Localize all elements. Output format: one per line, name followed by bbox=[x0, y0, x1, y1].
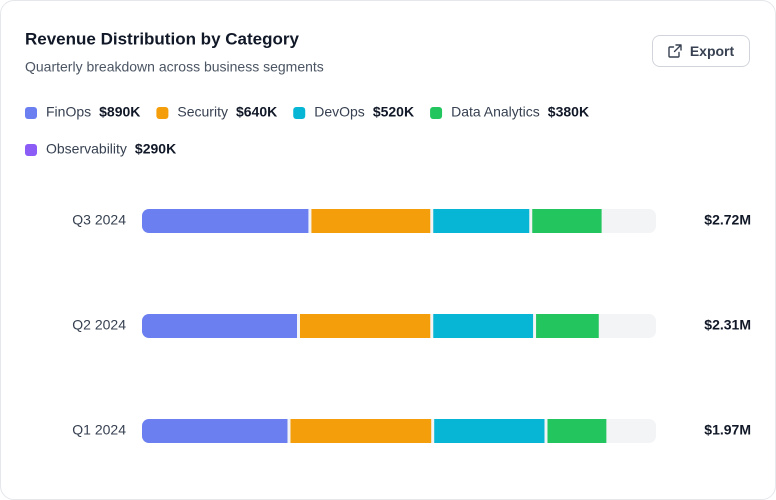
bar-segment bbox=[290, 419, 432, 443]
bar-row bbox=[142, 419, 607, 443]
total-label: $2.31M bbox=[704, 317, 751, 333]
legend-name: Data Analytics bbox=[451, 104, 540, 120]
legend-value: $380K bbox=[548, 104, 589, 120]
bar-segment bbox=[142, 209, 309, 233]
category-label: Q3 2024 bbox=[72, 212, 126, 228]
legend-name: DevOps bbox=[314, 104, 365, 120]
category-label: Q1 2024 bbox=[72, 422, 126, 438]
legend-value: $290K bbox=[135, 141, 176, 157]
bar-row bbox=[142, 314, 599, 338]
export-icon bbox=[668, 44, 682, 58]
legend-name: Observability bbox=[46, 141, 127, 157]
bar-segment bbox=[142, 419, 288, 443]
chart-subtitle: Quarterly breakdown across business segm… bbox=[25, 59, 324, 75]
bar-segment bbox=[433, 314, 534, 338]
bar-segment bbox=[142, 314, 298, 338]
legend-value: $520K bbox=[373, 104, 414, 120]
legend-name: Security bbox=[177, 104, 228, 120]
export-button[interactable]: Export bbox=[652, 35, 750, 67]
bar-segment bbox=[300, 314, 431, 338]
bar-segment bbox=[532, 209, 602, 233]
category-label: Q2 2024 bbox=[72, 317, 126, 333]
legend-name: FinOps bbox=[46, 104, 91, 120]
total-label: $1.97M bbox=[704, 422, 751, 438]
legend-swatch bbox=[25, 107, 37, 119]
legend-value: $890K bbox=[99, 104, 140, 120]
legend-swatch bbox=[430, 107, 443, 119]
chart-title: Revenue Distribution by Category bbox=[25, 29, 299, 48]
legend-swatch bbox=[156, 107, 169, 119]
bar-segment bbox=[547, 419, 607, 443]
bar-segment bbox=[311, 209, 431, 233]
bar-segment bbox=[433, 209, 530, 233]
legend-swatch bbox=[293, 107, 306, 119]
bar-segment bbox=[434, 419, 545, 443]
bar-row bbox=[142, 209, 602, 233]
bar-segment bbox=[536, 314, 599, 338]
legend-swatch bbox=[25, 144, 37, 156]
legend-value: $640K bbox=[236, 104, 277, 120]
export-label[interactable]: Export bbox=[689, 43, 735, 59]
total-label: $2.72M bbox=[704, 212, 751, 228]
